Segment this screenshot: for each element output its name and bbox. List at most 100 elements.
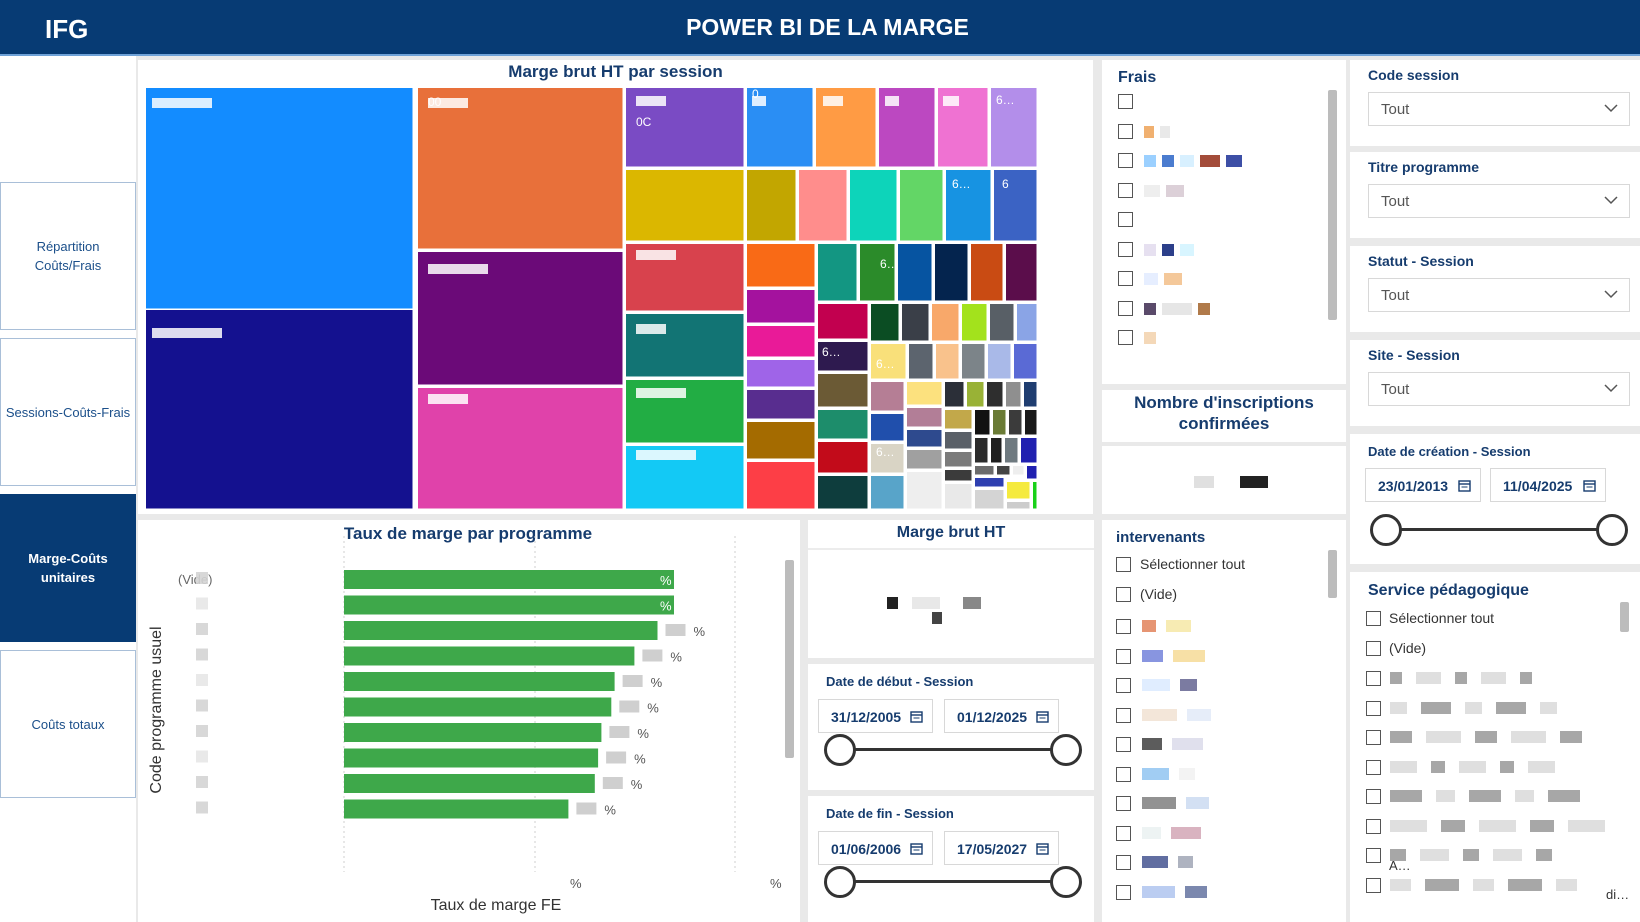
- bar[interactable]: [344, 774, 595, 793]
- date-debut-start-handle[interactable]: [824, 734, 856, 766]
- treemap-tile[interactable]: [747, 170, 796, 241]
- treemap-tile[interactable]: [850, 170, 897, 241]
- frais-scrollbar[interactable]: [1328, 90, 1337, 320]
- date-fin-start-handle[interactable]: [824, 866, 856, 898]
- treemap-tile[interactable]: [860, 244, 895, 301]
- treemap-tile[interactable]: [1007, 502, 1030, 509]
- date-fin-start[interactable]: 01/06/2006: [818, 831, 933, 865]
- treemap-tile[interactable]: [936, 344, 959, 379]
- treemap-tile[interactable]: [1006, 244, 1037, 301]
- treemap-tile[interactable]: [990, 304, 1014, 341]
- treemap-tile[interactable]: [975, 478, 1004, 487]
- frais-item-checkbox[interactable]: [1118, 182, 1133, 198]
- treemap-tile[interactable]: [871, 444, 904, 473]
- treemap-tile[interactable]: [945, 452, 972, 467]
- treemap-tile[interactable]: [945, 470, 972, 481]
- treemap-tile[interactable]: [962, 304, 987, 341]
- treemap-tile[interactable]: [418, 388, 623, 509]
- frais-item-checkbox[interactable]: [1118, 300, 1133, 316]
- date-creation-end[interactable]: 11/04/2025: [1490, 468, 1606, 502]
- treemap-tile[interactable]: [418, 252, 623, 385]
- treemap-tile[interactable]: [907, 450, 942, 469]
- bar[interactable]: [344, 697, 612, 717]
- treemap-tile[interactable]: [997, 466, 1010, 475]
- date-fin-end[interactable]: 17/05/2027: [944, 831, 1059, 865]
- treemap-tile[interactable]: [994, 170, 1037, 241]
- intervenant-item-checkbox[interactable]: [1116, 619, 1131, 634]
- treemap-tile[interactable]: [962, 344, 985, 379]
- service-item-checkbox[interactable]: [1366, 759, 1381, 775]
- treemap-tile[interactable]: [1009, 410, 1022, 435]
- treemap-tile[interactable]: [898, 244, 932, 301]
- treemap-tile[interactable]: [975, 438, 988, 463]
- treemap-tile[interactable]: [946, 170, 991, 241]
- treemap-tile[interactable]: [626, 314, 744, 377]
- titre-programme-dropdown[interactable]: Tout: [1368, 184, 1630, 218]
- bar-chart[interactable]: Code programme usuel Taux de marge FE (V…: [138, 520, 800, 922]
- service-scrollbar[interactable]: [1620, 602, 1629, 632]
- intervenant-item-checkbox[interactable]: [1116, 884, 1131, 900]
- treemap-tile[interactable]: [987, 382, 1003, 407]
- site-session-dropdown[interactable]: Tout: [1368, 372, 1630, 406]
- service-item-checkbox[interactable]: [1366, 730, 1381, 745]
- frais-item-checkbox[interactable]: [1118, 241, 1133, 257]
- statut-session-dropdown[interactable]: Tout: [1368, 278, 1630, 312]
- treemap-tile[interactable]: [747, 360, 815, 387]
- intervenant-item-checkbox[interactable]: [1116, 678, 1131, 693]
- intervenant-item-checkbox[interactable]: [1116, 707, 1131, 723]
- treemap-tile[interactable]: [945, 382, 964, 407]
- treemap-tile[interactable]: [909, 344, 933, 379]
- service-item-checkbox[interactable]: [1366, 877, 1381, 893]
- treemap-tile[interactable]: [975, 410, 990, 435]
- date-creation-start-handle[interactable]: [1370, 514, 1402, 546]
- treemap-tile[interactable]: [871, 476, 904, 509]
- bar[interactable]: [344, 672, 615, 691]
- treemap-tile[interactable]: [418, 88, 623, 249]
- treemap-tile[interactable]: [871, 304, 899, 341]
- service-item-checkbox[interactable]: [1366, 848, 1381, 863]
- treemap-tile[interactable]: [935, 244, 968, 301]
- treemap-tile[interactable]: [1017, 304, 1037, 341]
- treemap-tile[interactable]: [818, 244, 857, 301]
- service-item-checkbox[interactable]: [1366, 789, 1381, 804]
- date-debut-end-handle[interactable]: [1050, 734, 1082, 766]
- bar[interactable]: [344, 646, 635, 666]
- treemap-tile[interactable]: [871, 414, 904, 441]
- treemap-tile[interactable]: [1025, 410, 1037, 435]
- frais-item-checkbox[interactable]: [1118, 94, 1133, 109]
- bar[interactable]: [344, 748, 599, 768]
- treemap-tile[interactable]: [991, 88, 1037, 167]
- treemap-tile[interactable]: [818, 304, 868, 339]
- intervenants-scrollbar[interactable]: [1328, 550, 1337, 598]
- treemap-tile[interactable]: [991, 438, 1002, 463]
- treemap-tile[interactable]: [146, 88, 413, 309]
- treemap-tile[interactable]: [818, 374, 868, 407]
- treemap-tile[interactable]: [945, 410, 972, 429]
- treemap-tile[interactable]: [902, 304, 929, 341]
- service-select-all-checkbox[interactable]: [1366, 611, 1381, 626]
- service-item-checkbox[interactable]: [1366, 700, 1381, 716]
- date-creation-end-handle[interactable]: [1596, 514, 1628, 546]
- frais-item-checkbox[interactable]: [1118, 153, 1133, 168]
- nav-marge-couts-unitaires[interactable]: Marge-Coûts unitaires: [0, 494, 136, 642]
- treemap-tile[interactable]: [747, 244, 815, 287]
- treemap-tile[interactable]: [747, 290, 815, 323]
- frais-item-checkbox[interactable]: [1118, 330, 1133, 345]
- treemap-tile[interactable]: [975, 490, 1004, 509]
- intervenant-item-checkbox[interactable]: [1116, 766, 1131, 782]
- service-item-checkbox[interactable]: [1366, 671, 1381, 686]
- bar[interactable]: [344, 621, 658, 640]
- treemap-tile[interactable]: [799, 170, 847, 241]
- date-creation-start[interactable]: 23/01/2013: [1365, 468, 1481, 502]
- intervenant-item-checkbox[interactable]: [1116, 648, 1131, 664]
- service-item-checkbox[interactable]: [1366, 818, 1381, 834]
- date-fin-end-handle[interactable]: [1050, 866, 1082, 898]
- treemap-tile[interactable]: [146, 310, 413, 509]
- date-debut-start[interactable]: 31/12/2005: [818, 699, 933, 733]
- treemap-tile[interactable]: [945, 484, 972, 509]
- treemap-tile[interactable]: [1006, 382, 1021, 407]
- treemap-tile[interactable]: [1005, 438, 1018, 463]
- treemap-tile[interactable]: [1007, 482, 1030, 499]
- treemap-tile[interactable]: [1033, 482, 1037, 509]
- bar[interactable]: [344, 595, 674, 615]
